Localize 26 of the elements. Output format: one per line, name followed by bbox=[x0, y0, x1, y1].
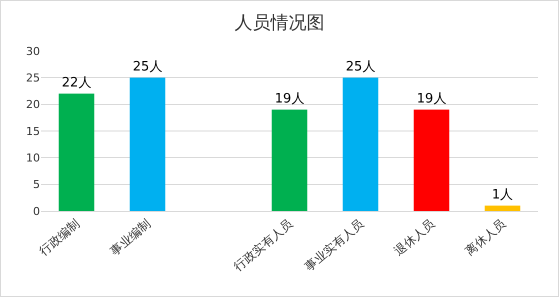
x-tick-label: 退休人员 bbox=[392, 216, 438, 258]
bar bbox=[130, 78, 166, 211]
y-tick-label: 25 bbox=[26, 72, 40, 85]
x-tick-label: 事业实有人员 bbox=[302, 216, 366, 274]
x-tick-label: 行政实有人员 bbox=[231, 216, 296, 274]
data-label: 22人 bbox=[62, 76, 92, 91]
y-tick-label: 30 bbox=[26, 44, 40, 58]
bar bbox=[414, 110, 450, 211]
data-label: 1人 bbox=[492, 188, 514, 203]
x-tick-label: 离休人员 bbox=[462, 216, 508, 258]
bar bbox=[272, 110, 308, 211]
y-tick-label: 20 bbox=[26, 98, 40, 112]
chart-title: 人员情况图 bbox=[234, 12, 324, 34]
y-tick-label: 10 bbox=[26, 152, 40, 165]
x-tick-label: 事业编制 bbox=[108, 216, 154, 258]
bar bbox=[58, 94, 94, 211]
data-label: 25人 bbox=[346, 60, 376, 75]
bar bbox=[342, 78, 378, 211]
x-tick-label: 行政编制 bbox=[36, 216, 82, 258]
y-tick-label: 15 bbox=[26, 124, 40, 138]
data-label: 19人 bbox=[274, 92, 304, 107]
data-label: 19人 bbox=[416, 92, 446, 107]
bar bbox=[484, 206, 520, 211]
data-label: 25人 bbox=[132, 60, 162, 75]
y-tick-label: 0 bbox=[33, 204, 40, 218]
y-tick-label: 5 bbox=[33, 178, 40, 192]
